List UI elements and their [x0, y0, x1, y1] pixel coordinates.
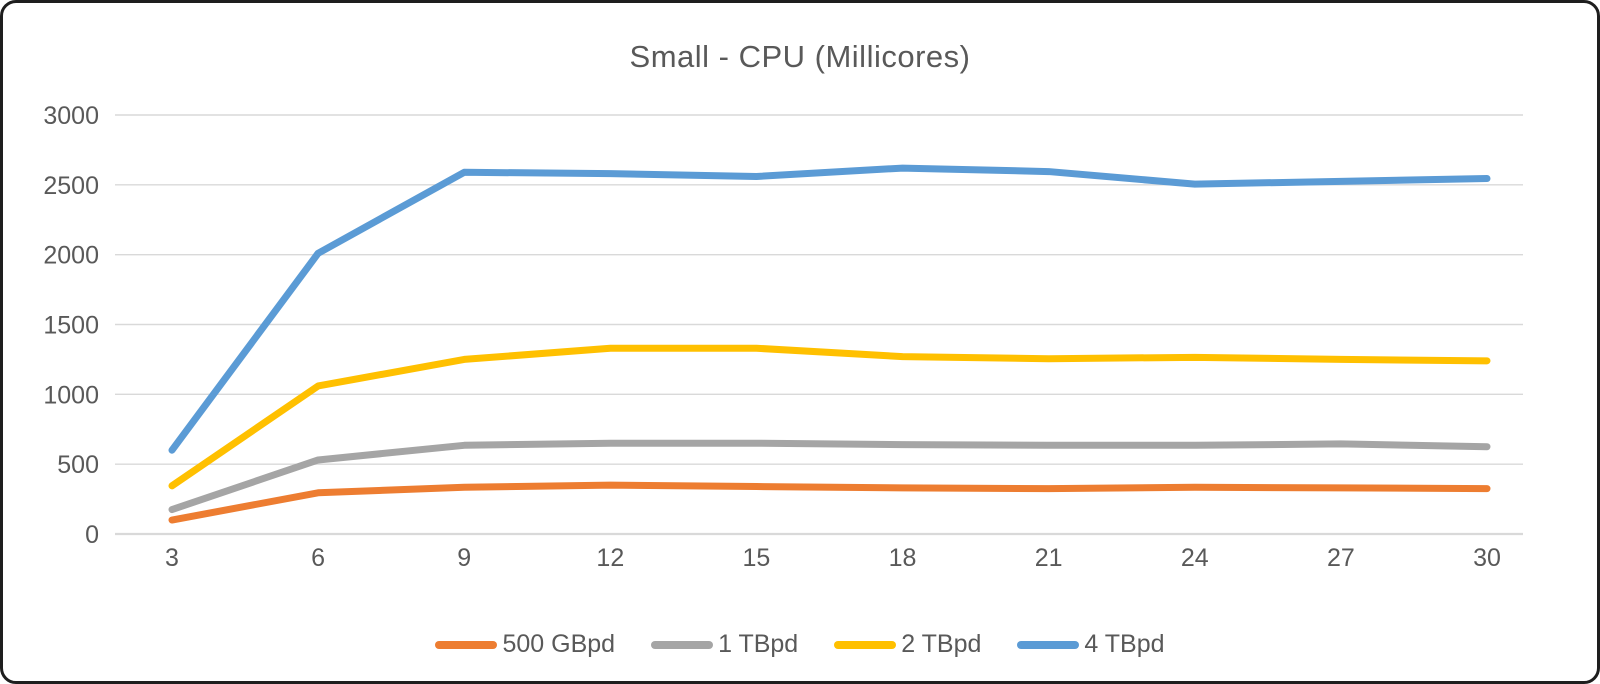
series-line-1-tbpd [168, 439, 1491, 514]
series-line-4-tbpd [168, 164, 1491, 454]
y-axis-tick-label: 2000 [43, 242, 99, 270]
legend-swatch [651, 640, 714, 649]
y-axis-tick-label: 1500 [43, 312, 99, 340]
x-axis-tick-label: 24 [1181, 544, 1209, 572]
y-axis-tick-label: 1000 [43, 381, 99, 409]
legend-label: 1 TBpd [718, 630, 799, 658]
legend-label: 2 TBpd [901, 630, 982, 658]
legend-label: 4 TBpd [1084, 630, 1165, 658]
x-axis-tick-label: 21 [1035, 544, 1063, 572]
legend-item: 1 TBpd [651, 630, 798, 659]
x-axis-tick-label: 6 [311, 544, 325, 572]
x-axis-tick-label: 30 [1473, 544, 1501, 572]
x-axis-tick-label: 27 [1327, 544, 1355, 572]
plot-svg: 0 500 1000 1500 2000 2500 3000 3 6 9 12 15 18 21 24 27 3… [43, 102, 1523, 572]
legend-swatch [834, 640, 897, 649]
y-axis-tick-label: 3000 [43, 102, 99, 130]
legend-swatch [1017, 640, 1080, 649]
y-axis-tick-label: 2500 [43, 172, 99, 200]
x-axis-tick-label: 9 [457, 544, 471, 572]
series-line-2-tbpd [168, 344, 1491, 490]
legend-item: 500 GBpd [435, 630, 615, 659]
x-axis-tick-label: 15 [743, 544, 771, 572]
chart-title: Small - CPU (Millicores) [629, 39, 971, 74]
legend-item: 4 TBpd [1017, 630, 1165, 659]
series-line-500-gbpd [168, 481, 1491, 524]
x-axis-tick-label: 12 [596, 544, 624, 572]
x-axis-tick-label: 18 [889, 544, 917, 572]
legend-swatch [435, 640, 498, 649]
y-axis-tick-label: 500 [57, 451, 99, 479]
legend: 500 GBpd 1 TBpd 2 TBpd 4 TBpd [3, 630, 1597, 659]
x-axis-tick-label: 3 [165, 544, 179, 572]
y-axis-tick-label: 0 [85, 521, 99, 549]
legend-item: 2 TBpd [834, 630, 981, 659]
legend-label: 500 GBpd [502, 630, 616, 658]
